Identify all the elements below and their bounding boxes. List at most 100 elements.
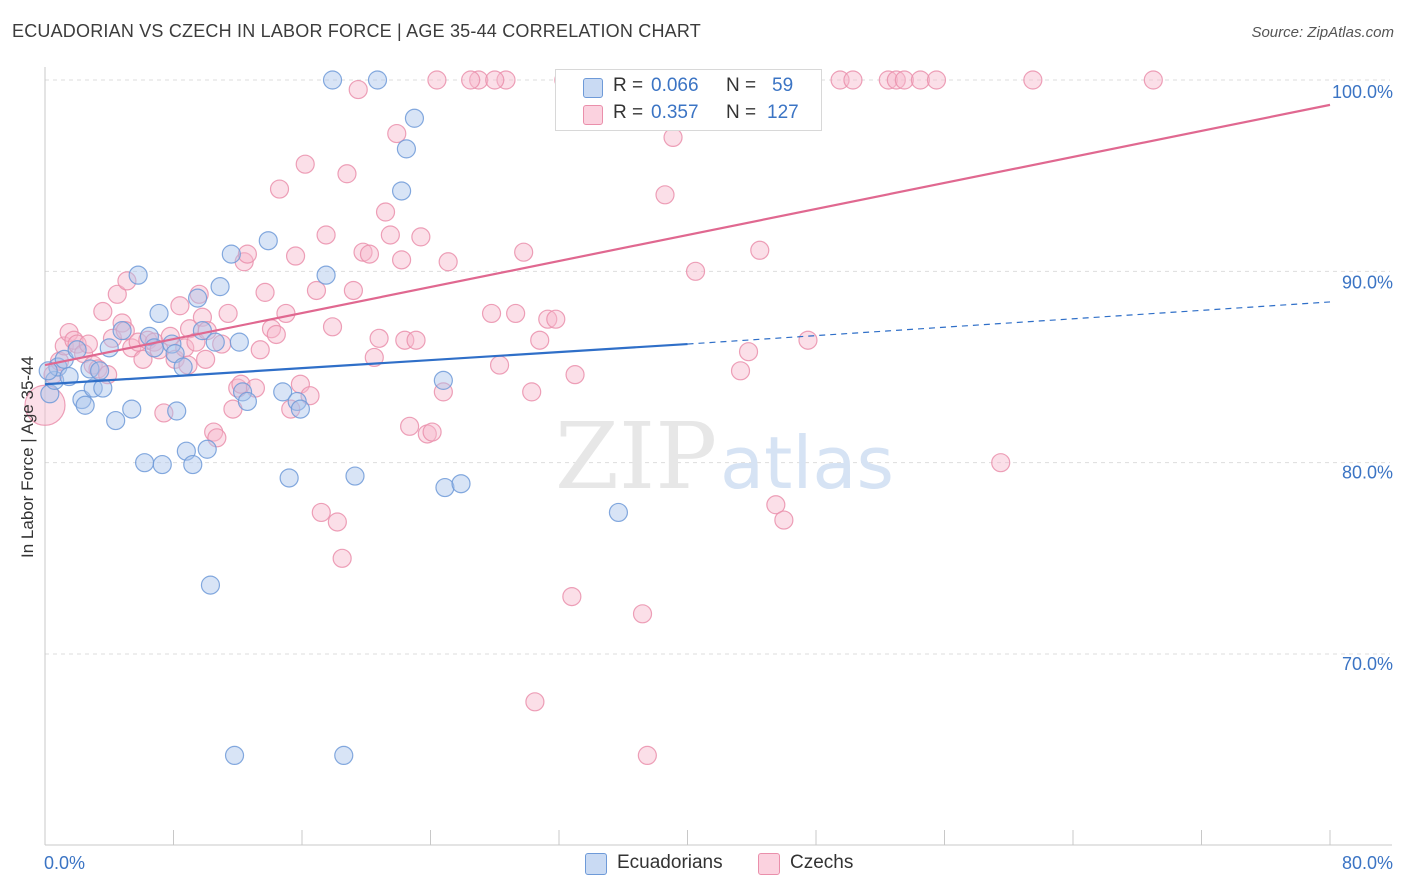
point-czechs	[485, 70, 505, 90]
stats-legend: R = 0.066 N = 59 R = 0.357 N = 127	[555, 69, 822, 131]
point-czechs	[632, 604, 653, 624]
zipatlas-watermark: ZIP atlas	[555, 403, 894, 510]
point-ecuadorians	[608, 502, 629, 523]
point-ecuadorians	[433, 370, 453, 390]
point-ecuadorians	[112, 321, 132, 341]
bottom-legend-label-ecuadorians: Ecuadorians	[617, 852, 723, 873]
point-czechs	[663, 127, 683, 147]
point-ecuadorians	[273, 382, 293, 402]
bottom-legend-label-czechs: Czechs	[790, 852, 854, 873]
point-ecuadorians	[106, 410, 126, 431]
point-czechs	[133, 349, 153, 369]
point-ecuadorians	[210, 277, 230, 297]
y-tick-label: 100.0%	[1332, 82, 1393, 102]
watermark-atlas: atlas	[720, 421, 894, 505]
point-czechs	[538, 309, 558, 329]
legend-r-value: 0.066	[651, 75, 699, 96]
point-czechs	[348, 79, 368, 100]
point-czechs	[546, 309, 566, 329]
point-ecuadorians	[221, 244, 241, 264]
point-czechs	[170, 296, 190, 316]
point-czechs	[506, 303, 526, 324]
point-czechs	[186, 332, 206, 352]
point-czechs	[196, 349, 216, 369]
y-tick-label: 90.0%	[1342, 272, 1393, 292]
point-czechs	[343, 280, 363, 301]
point-ecuadorians	[80, 359, 100, 379]
point-ecuadorians	[200, 575, 221, 595]
point-ecuadorians	[197, 439, 217, 459]
point-ecuadorians	[229, 332, 249, 352]
legend-swatch-czechs	[583, 105, 603, 125]
point-czechs	[730, 361, 751, 381]
point-czechs	[276, 303, 296, 324]
point-czechs	[295, 154, 315, 174]
legend-n-label: N =	[726, 75, 757, 96]
point-ecuadorians	[134, 453, 155, 473]
point-czechs	[281, 399, 301, 419]
legend-r-label: R =	[613, 75, 644, 96]
point-czechs	[461, 70, 481, 90]
data-points	[24, 70, 1163, 766]
point-czechs	[433, 382, 453, 402]
point-czechs	[78, 334, 98, 354]
point-czechs	[469, 70, 489, 90]
point-ecuadorians	[258, 231, 278, 251]
point-czechs	[530, 330, 550, 350]
point-ecuadorians	[72, 389, 92, 410]
point-ecuadorians	[167, 401, 187, 421]
point-czechs	[1023, 70, 1043, 90]
point-czechs	[411, 227, 431, 247]
point-ecuadorians	[128, 265, 148, 285]
point-ecuadorians	[316, 265, 336, 285]
point-czechs	[738, 342, 759, 362]
point-czechs	[637, 745, 657, 766]
point-ecuadorians	[183, 454, 203, 475]
point-czechs	[991, 453, 1011, 473]
point-czechs	[255, 282, 275, 302]
point-ecuadorians	[367, 70, 388, 90]
point-czechs	[522, 382, 542, 402]
point-ecuadorians	[396, 139, 417, 159]
point-ecuadorians	[90, 361, 110, 381]
point-czechs	[750, 240, 770, 260]
point-czechs	[565, 365, 585, 385]
point-czechs	[878, 70, 898, 90]
point-ecuadorians	[391, 181, 412, 201]
legend-n-value: 127	[767, 102, 799, 123]
point-ecuadorians	[149, 303, 169, 324]
point-ecuadorians	[67, 340, 87, 360]
x-tick-label-max: 80.0%	[1342, 853, 1393, 873]
axes	[44, 67, 1392, 846]
point-czechs	[380, 225, 400, 245]
point-czechs	[306, 280, 327, 301]
legend-n-label: N =	[726, 102, 757, 123]
point-czechs	[400, 416, 420, 436]
point-czechs	[322, 317, 343, 337]
point-ecuadorians	[75, 395, 95, 415]
point-ecuadorians	[404, 108, 425, 128]
point-ecuadorians	[59, 366, 79, 387]
point-czechs	[395, 330, 415, 350]
point-ecuadorians	[345, 466, 365, 486]
point-czechs	[117, 271, 137, 291]
point-czechs	[774, 510, 794, 530]
point-czechs	[266, 324, 286, 345]
point-ecuadorians	[122, 399, 142, 419]
point-ecuadorians	[93, 378, 113, 398]
point-czechs	[910, 70, 931, 90]
chart-title: ECUADORIAN VS CZECH IN LABOR FORCE | AGE…	[12, 21, 701, 41]
bottom-legend-swatch-czechs	[758, 853, 780, 875]
point-ecuadorians	[83, 378, 103, 398]
point-czechs	[237, 244, 257, 264]
point-czechs	[67, 334, 87, 354]
source-credit: Source: ZipAtlas.com	[1251, 24, 1394, 41]
point-ecuadorians	[152, 454, 172, 475]
point-czechs	[798, 330, 818, 350]
watermark-zip: ZIP	[555, 403, 717, 510]
point-czechs	[438, 252, 458, 272]
point-czechs	[525, 692, 545, 712]
point-czechs	[24, 384, 66, 426]
point-czechs	[406, 330, 426, 350]
